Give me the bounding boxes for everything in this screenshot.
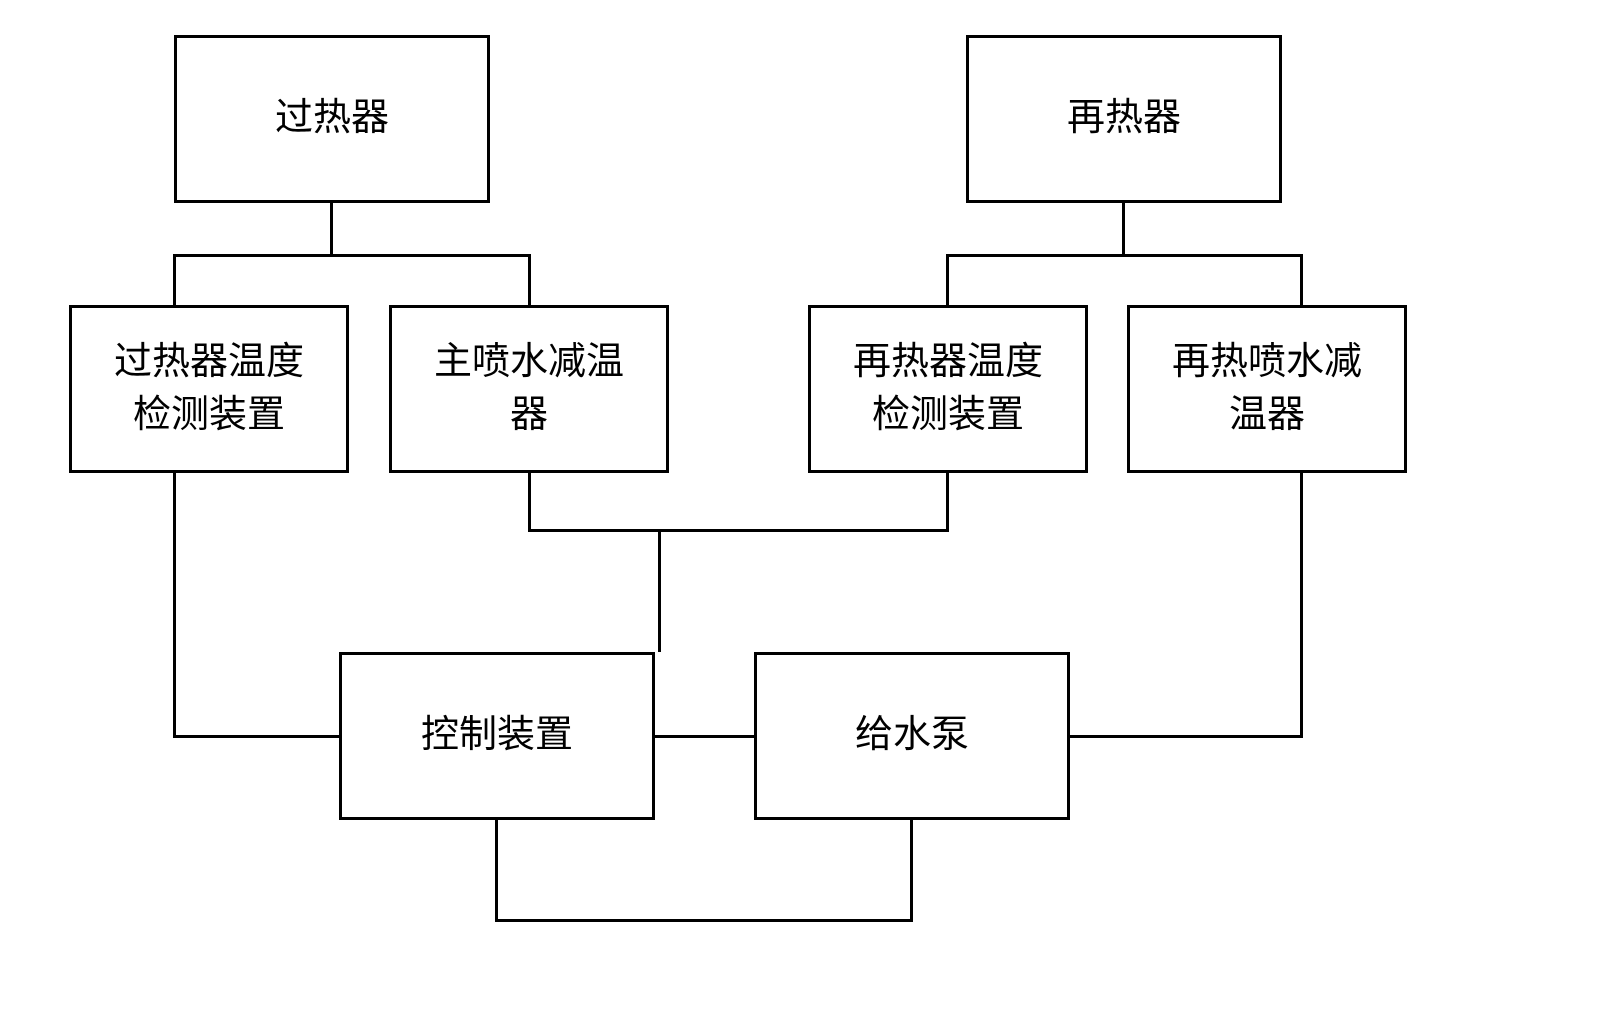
edge-line	[946, 254, 1303, 257]
node-label: 过热器温度检测装置	[114, 336, 304, 442]
edge-line	[528, 254, 531, 305]
edge-line	[173, 254, 176, 305]
edge-line	[173, 473, 176, 738]
node-superheater-temp-detector: 过热器温度检测装置	[69, 305, 349, 473]
edge-line	[528, 529, 949, 532]
edge-line	[655, 735, 754, 738]
node-reheat-spray-desuperheater: 再热喷水减温器	[1127, 305, 1407, 473]
edge-line	[1300, 254, 1303, 305]
node-label: 主喷水减温器	[434, 336, 624, 442]
node-superheater: 过热器	[174, 35, 490, 203]
node-main-spray-desuperheater: 主喷水减温器	[389, 305, 669, 473]
node-label: 再热器温度检测装置	[853, 336, 1043, 442]
edge-line	[495, 820, 498, 922]
node-label: 过热器	[275, 92, 389, 145]
edge-line	[330, 203, 333, 257]
edge-line	[495, 919, 913, 922]
node-reheater: 再热器	[966, 35, 1282, 203]
edge-line	[1300, 473, 1303, 738]
edge-line	[946, 473, 949, 532]
edge-line	[946, 254, 949, 305]
node-control-device: 控制装置	[339, 652, 655, 820]
edge-line	[910, 820, 913, 922]
edge-line	[173, 735, 339, 738]
edge-line	[1070, 735, 1303, 738]
node-label: 给水泵	[855, 709, 969, 762]
edge-line	[173, 254, 531, 257]
edge-line	[1122, 203, 1125, 257]
node-label: 再热喷水减温器	[1172, 336, 1362, 442]
node-feed-pump: 给水泵	[754, 652, 1070, 820]
edge-line	[528, 473, 531, 532]
node-reheater-temp-detector: 再热器温度检测装置	[808, 305, 1088, 473]
node-label: 再热器	[1067, 92, 1181, 145]
node-label: 控制装置	[421, 709, 573, 762]
edge-line	[658, 529, 661, 652]
